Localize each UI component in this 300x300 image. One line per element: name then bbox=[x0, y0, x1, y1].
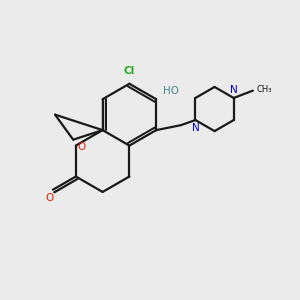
Text: O: O bbox=[77, 142, 85, 152]
Text: Cl: Cl bbox=[124, 66, 135, 76]
Text: N: N bbox=[192, 123, 200, 133]
Text: CH₃: CH₃ bbox=[256, 85, 272, 94]
Text: N: N bbox=[230, 85, 238, 95]
Text: O: O bbox=[46, 193, 54, 203]
Text: HO: HO bbox=[164, 86, 179, 96]
